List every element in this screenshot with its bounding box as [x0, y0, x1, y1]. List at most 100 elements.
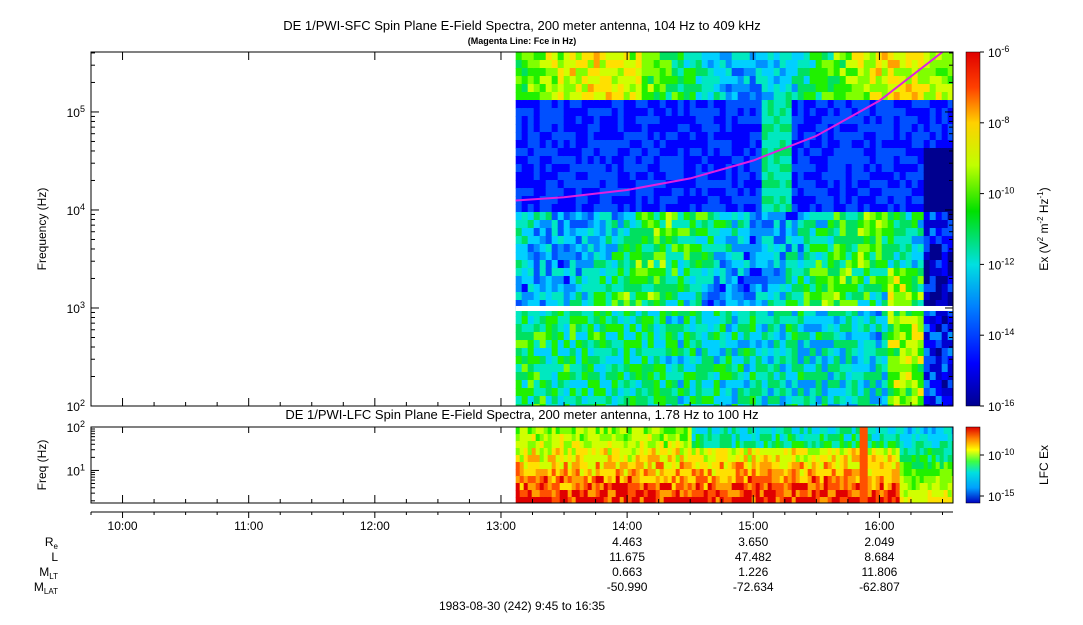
- sfc-heatmap-cell: [629, 364, 637, 373]
- lfc-heatmap-cell: [631, 483, 637, 491]
- sfc-heatmap-cell: [551, 68, 559, 77]
- lfc-heatmap-cell: [623, 441, 629, 449]
- sfc-heatmap-cell: [767, 52, 775, 61]
- lfc-heatmap-cell: [675, 441, 681, 449]
- lfc-heatmap-cell: [547, 483, 553, 491]
- sfc-heatmap-cell: [887, 116, 895, 125]
- sfc-heatmap-cell: [689, 100, 697, 109]
- sfc-heatmap-cell: [863, 196, 871, 205]
- sfc-heatmap-cell: [785, 132, 793, 141]
- sfc-heatmap-cell: [611, 132, 619, 141]
- lfc-heatmap-cell: [567, 469, 573, 477]
- sfc-heatmap-cell: [929, 388, 937, 397]
- sfc-heatmap-cell: [947, 340, 953, 349]
- lfc-heatmap-cell: [531, 427, 537, 435]
- sfc-heatmap-cell: [869, 140, 877, 149]
- sfc-heatmap-cell: [551, 172, 559, 181]
- sfc-heatmap-cell: [563, 76, 571, 85]
- sfc-heatmap-cell: [569, 124, 577, 133]
- sfc-heatmap-cell: [725, 84, 733, 93]
- sfc-heatmap-cell: [737, 180, 745, 189]
- sfc-heatmap-cell: [563, 140, 571, 149]
- lfc-heatmap-cell: [839, 476, 845, 484]
- sfc-heatmap-cell: [539, 284, 547, 293]
- sfc-heatmap-cell: [689, 372, 697, 381]
- sfc-heatmap-cell: [587, 68, 595, 77]
- sfc-heatmap-cell: [557, 364, 565, 373]
- sfc-heatmap-cell: [719, 180, 727, 189]
- sfc-heatmap-cell: [521, 252, 529, 261]
- sfc-heatmap-cell: [683, 260, 691, 269]
- sfc-heatmap-cell: [575, 388, 583, 397]
- sfc-heatmap-cell: [539, 356, 547, 365]
- lfc-heatmap-cell: [791, 455, 797, 463]
- sfc-heatmap-cell: [797, 396, 805, 405]
- lfc-heatmap-cell: [787, 497, 793, 503]
- lfc-heatmap-cell: [707, 476, 713, 484]
- sfc-heatmap-cell: [833, 404, 841, 406]
- sfc-heatmap-cell: [767, 212, 775, 221]
- lfc-heatmap-cell: [947, 469, 953, 477]
- lfc-heatmap-cell: [767, 483, 773, 491]
- sfc-heatmap-cell: [581, 292, 589, 301]
- sfc-heatmap-cell: [707, 204, 715, 213]
- sfc-heatmap-cell: [935, 84, 943, 93]
- lfc-heatmap-cell: [903, 434, 909, 442]
- sfc-heatmap-cell: [713, 316, 721, 325]
- ephemeris-value: -72.634: [733, 580, 774, 594]
- sfc-heatmap-cell: [899, 252, 907, 261]
- sfc-heatmap-cell: [887, 220, 895, 229]
- sfc-heatmap-cell: [719, 92, 727, 101]
- sfc-heatmap-cell: [569, 404, 577, 406]
- sfc-heatmap-cell: [683, 388, 691, 397]
- sfc-heatmap-cell: [761, 300, 769, 309]
- lfc-colorbar-label: LFC Ex: [1037, 445, 1051, 485]
- lfc-heatmap-cell: [699, 490, 705, 498]
- ephemeris-value: 8.684: [864, 550, 894, 564]
- lfc-heatmap-cell: [867, 427, 873, 435]
- lfc-heatmap-cell: [651, 455, 657, 463]
- sfc-heatmap-cell: [557, 92, 565, 101]
- lfc-heatmap-cell: [639, 469, 645, 477]
- sfc-heatmap-cell: [725, 252, 733, 261]
- lfc-heatmap-cell: [695, 455, 701, 463]
- lfc-heatmap-cell: [859, 434, 865, 442]
- lfc-heatmap-cell: [719, 455, 725, 463]
- sfc-heatmap-cell: [527, 404, 535, 406]
- sfc-heatmap-cell: [623, 380, 631, 389]
- sfc-heatmap-cell: [935, 260, 943, 269]
- sfc-heatmap-cell: [593, 284, 601, 293]
- sfc-heatmap-cell: [689, 292, 697, 301]
- sfc-heatmap-cell: [821, 324, 829, 333]
- sfc-heatmap-cell: [701, 268, 709, 277]
- sfc-heatmap-cell: [851, 100, 859, 109]
- sfc-heatmap-cell: [617, 244, 625, 253]
- lfc-heatmap-cell: [907, 448, 913, 456]
- sfc-heatmap-cell: [605, 228, 613, 237]
- sfc-heatmap-cell: [659, 212, 667, 221]
- sfc-heatmap-cell: [611, 180, 619, 189]
- sfc-heatmap-cell: [725, 300, 733, 309]
- lfc-heatmap-cell: [747, 448, 753, 456]
- sfc-heatmap-cell: [923, 116, 931, 125]
- sfc-heatmap-cell: [869, 180, 877, 189]
- sfc-heatmap-cell: [905, 108, 913, 117]
- sfc-heatmap-cell: [923, 244, 931, 253]
- sfc-heatmap-cell: [761, 52, 769, 61]
- lfc-heatmap-cell: [859, 483, 865, 491]
- lfc-heatmap-cell: [811, 469, 817, 477]
- sfc-heatmap-cell: [755, 196, 763, 205]
- sfc-heatmap-cell: [701, 300, 709, 309]
- sfc-heatmap-cell: [533, 188, 541, 197]
- lfc-heatmap-cell: [887, 455, 893, 463]
- lfc-heatmap-cell: [619, 455, 625, 463]
- sfc-heatmap-cell: [899, 116, 907, 125]
- sfc-subtitle: (Magenta Line: Fce in Hz): [468, 36, 577, 46]
- lfc-heatmap-cell: [787, 490, 793, 498]
- lfc-heatmap-cell: [663, 448, 669, 456]
- sfc-heatmap-cell: [947, 228, 953, 237]
- sfc-heatmap-cell: [677, 284, 685, 293]
- sfc-heatmap-cell: [911, 316, 919, 325]
- sfc-heatmap-cell: [863, 332, 871, 341]
- sfc-heatmap-cell: [797, 132, 805, 141]
